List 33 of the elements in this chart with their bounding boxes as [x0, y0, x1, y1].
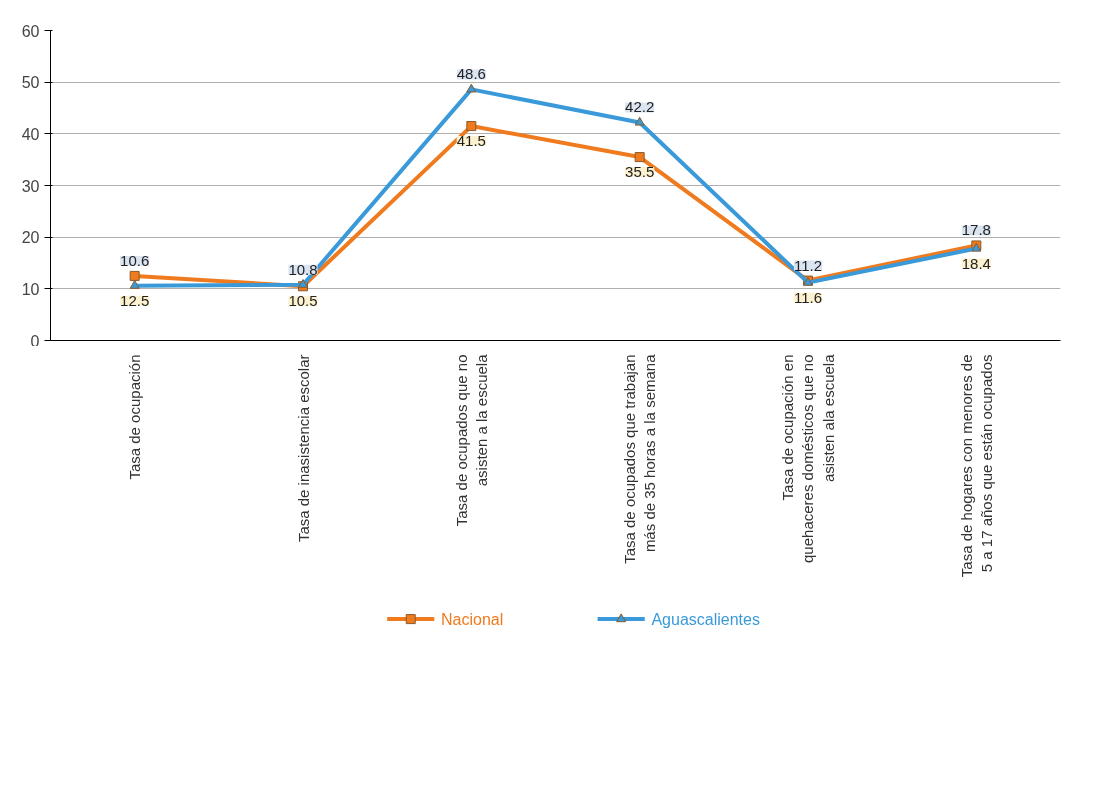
y-tick-label: 10	[21, 280, 40, 298]
point	[129, 270, 140, 281]
x-tick-label: Tasa de ocupados que no asisten a la escuela	[452, 353, 491, 527]
point	[466, 83, 477, 93]
data-label: 42.2	[625, 98, 655, 116]
data-label: 35.5	[625, 163, 655, 181]
data-label: 17.8	[961, 221, 991, 239]
data-label: 11.2	[793, 256, 823, 274]
data-label: 12.5	[120, 291, 150, 309]
x-tick-label: Tasa de ocupación en quehaceres domésticos que no asisten ala escuela	[779, 353, 837, 563]
y-tick-label: 30	[21, 177, 40, 195]
x-tick-label: Tasa de ocupados que trabajan más de 35 horas a la semana	[620, 353, 659, 564]
y-tick-label: 0	[30, 332, 40, 350]
legend-label: Nacional	[441, 610, 504, 628]
y-tick-label: 60	[21, 22, 40, 40]
y-tick-label: 50	[21, 74, 40, 92]
data-label: 10.8	[288, 260, 318, 278]
y-tick-label: 40	[21, 125, 40, 143]
point	[634, 152, 645, 163]
data-label: 10.6	[120, 251, 150, 269]
point	[634, 116, 645, 126]
x-tick-label: Tasa de inasistencia escolar	[294, 354, 312, 543]
data-label: 41.5	[456, 132, 486, 150]
x-tick-label: Tasa de ocupación	[126, 354, 144, 480]
data-label: 11.6	[793, 288, 823, 306]
data-label: 18.4	[961, 254, 991, 272]
data-label: 10.5	[288, 292, 318, 310]
point	[466, 121, 477, 132]
point	[129, 280, 140, 289]
data-label: 48.6	[456, 65, 486, 83]
point	[298, 279, 308, 288]
legend-label: Aguascalientes	[651, 610, 760, 628]
y-tick-label: 20	[21, 229, 40, 247]
